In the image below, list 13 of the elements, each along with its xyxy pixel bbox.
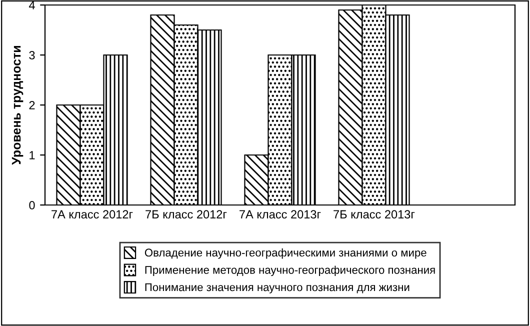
y-axis-title: Уровень трудности (12, 46, 24, 165)
y-tick-label: 0 (29, 201, 35, 210)
legend-label: Применение методов научно-географического познания (145, 266, 435, 276)
legend-label: Овладение научно-географическими знаниями о мире (144, 248, 426, 259)
y-tick-label: 4 (28, 1, 35, 10)
x-tick-label: 7А класс 2013г (240, 210, 321, 219)
y-tick-label: 3 (29, 51, 35, 60)
x-tick-label: 7Б класс 2012г (146, 210, 227, 219)
x-tick-label: 7А класс 2012г (52, 210, 133, 219)
y-tick-label: 1 (30, 151, 35, 160)
legend-label: Понимание значения научного познания для жизни (145, 283, 410, 294)
y-tick-label: 2 (29, 101, 35, 110)
x-tick-label: 7Б класс 2013г (334, 210, 415, 219)
